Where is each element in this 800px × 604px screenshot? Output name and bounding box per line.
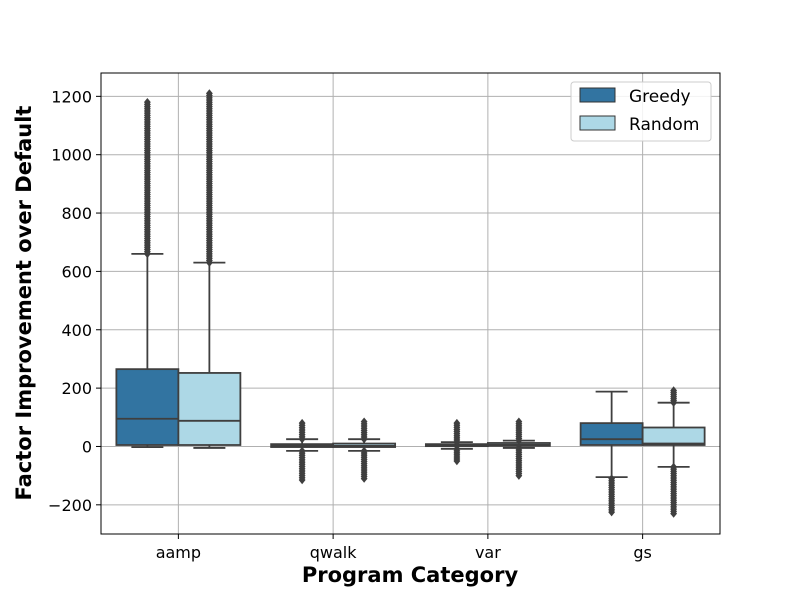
outlier-point bbox=[360, 434, 368, 444]
y-ticks: −200 0 200 400 600 800 1000 1200 bbox=[48, 87, 101, 515]
box-greedy-var bbox=[424, 418, 489, 466]
y-tick-label: 1000 bbox=[51, 146, 92, 165]
outlier-point bbox=[515, 436, 523, 445]
legend-label-random: Random bbox=[629, 115, 699, 135]
outlier-point bbox=[360, 474, 368, 483]
box-random-qwalk bbox=[332, 417, 397, 483]
y-axis-title: Factor Improvement over Default bbox=[12, 106, 36, 501]
legend: Greedy Random bbox=[570, 81, 712, 142]
outlier-point bbox=[298, 475, 306, 485]
box-random-aamp bbox=[177, 89, 242, 449]
boxes bbox=[115, 89, 706, 518]
outlier-point bbox=[298, 434, 306, 444]
x-ticks: aamp qwalk var gs bbox=[156, 534, 652, 562]
x-tick-label: var bbox=[475, 543, 501, 562]
box-greedy-aamp bbox=[115, 97, 180, 448]
outlier-point bbox=[453, 456, 461, 466]
outlier-point bbox=[453, 437, 461, 447]
y-tick-label: 0 bbox=[82, 437, 92, 456]
y-tick-label: −200 bbox=[48, 496, 92, 515]
y-tick-label: 600 bbox=[61, 262, 92, 281]
x-tick-label: qwalk bbox=[310, 543, 357, 562]
outlier-point bbox=[608, 507, 616, 517]
box-greedy-qwalk bbox=[270, 418, 335, 485]
y-tick-label: 400 bbox=[61, 321, 92, 340]
box-body bbox=[177, 372, 242, 446]
legend-swatch-random bbox=[579, 115, 616, 131]
legend-label-greedy: Greedy bbox=[629, 87, 691, 107]
outlier-point bbox=[143, 249, 151, 259]
box-random-var bbox=[486, 417, 551, 480]
box-body bbox=[641, 426, 706, 446]
y-tick-label: 1200 bbox=[51, 87, 92, 106]
x-axis-title: Program Category bbox=[302, 563, 519, 587]
outlier-point bbox=[670, 509, 678, 518]
y-tick-label: 200 bbox=[61, 379, 92, 398]
plot-frame bbox=[100, 72, 721, 535]
box-body bbox=[579, 422, 644, 446]
box-greedy-gs bbox=[579, 390, 644, 517]
y-tick-label: 800 bbox=[61, 204, 92, 223]
x-tick-label: aamp bbox=[156, 543, 201, 562]
outlier-point bbox=[670, 398, 678, 407]
outlier-point bbox=[515, 471, 523, 480]
x-tick-label: gs bbox=[633, 543, 652, 562]
box-random-gs bbox=[641, 386, 706, 518]
box-body bbox=[115, 368, 180, 446]
legend-swatch-greedy bbox=[579, 87, 616, 103]
grid bbox=[101, 73, 720, 534]
outlier-point bbox=[205, 258, 213, 267]
